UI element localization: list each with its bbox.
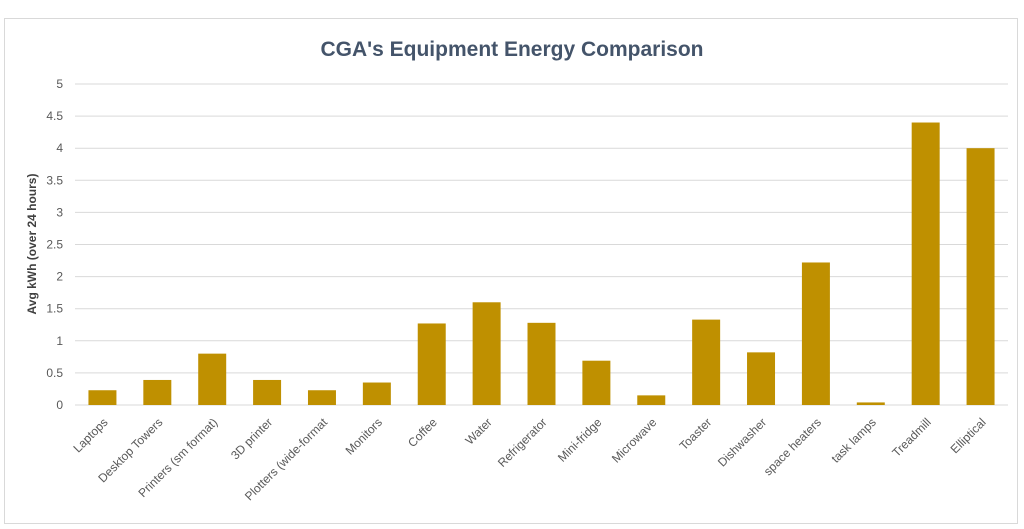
y-tick-label: 3 [56,205,63,219]
y-tick-label: 0 [56,398,63,412]
bar-13 [801,262,830,405]
y-tick-label: 3.5 [46,173,63,187]
chart-frame [4,18,1018,524]
bar-5 [362,382,391,405]
y-tick-label: 5 [56,77,63,91]
bar-16 [966,148,995,405]
y-tick-label: 1.5 [46,302,63,316]
bar-8 [527,322,556,405]
y-tick-label: 4 [56,141,63,155]
bar-12 [747,352,776,405]
x-tick-label: task lamps [828,415,878,465]
bars [88,122,995,406]
x-tick-label: Mini-fridge [555,415,605,465]
x-tick-label: Refrigerator [495,415,550,470]
y-tick-label: 1 [56,334,63,348]
x-tick-label: Elliptical [948,415,989,456]
x-tick-label: 3D printer [228,415,275,462]
x-tick-label: Laptops [70,415,110,455]
bar-11 [692,319,721,405]
x-tick-label: space heaters [761,415,824,478]
x-tick-label: Monitors [343,415,385,457]
bar-3 [253,379,282,405]
y-axis-ticks: 0 0.5 1 1.5 2 2.5 3 3.5 4 4.5 5 [46,77,63,412]
bar-9 [582,360,611,405]
x-tick-label: Toaster [677,415,715,453]
bar-4 [307,390,336,405]
bar-15 [911,122,940,406]
y-tick-label: 2.5 [46,238,63,252]
y-axis-label: Avg kWh (over 24 hours) [25,174,39,315]
x-tick-label: Treadmill [889,415,933,459]
gridlines [75,83,1008,406]
bar-6 [417,323,446,405]
bar-1 [143,379,172,405]
x-tick-label: Water [463,415,495,447]
bar-0 [88,390,117,405]
bar-14 [856,402,885,405]
x-tick-label: Coffee [405,415,440,450]
bar-2 [198,353,227,405]
y-tick-label: 0.5 [46,366,63,380]
y-tick-label: 2 [56,270,63,284]
bar-7 [472,302,501,405]
bar-10 [637,395,666,405]
x-tick-label: Microwave [609,415,660,466]
chart-title: CGA's Equipment Energy Comparison [320,38,703,61]
x-tick-label: Dishwasher [715,415,769,469]
y-tick-label: 4.5 [46,109,63,123]
